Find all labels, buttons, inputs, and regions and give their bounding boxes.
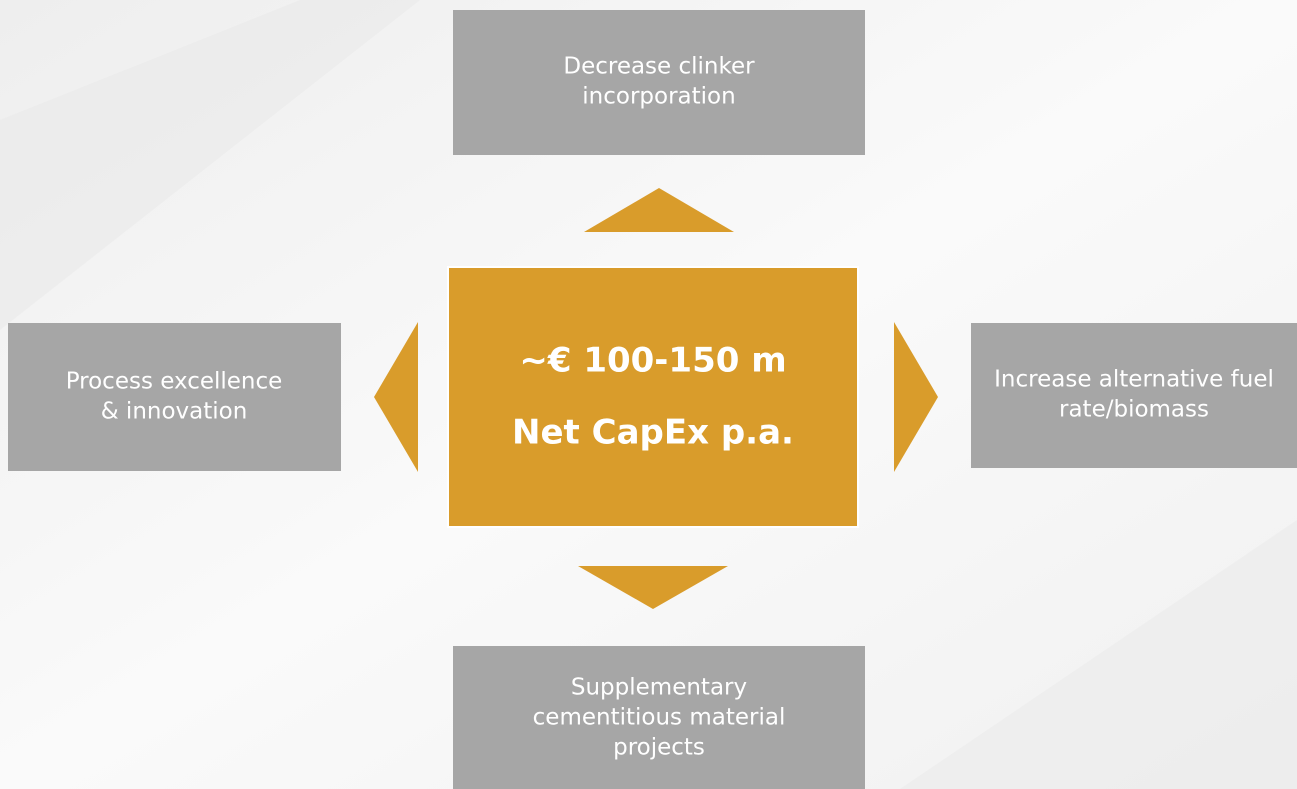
node-box <box>453 646 865 789</box>
center-label: ~€ 100-150 m <box>519 341 786 381</box>
node-label: Supplementary <box>571 675 747 701</box>
center-box <box>447 266 859 528</box>
arrow-right <box>894 322 938 472</box>
bg-shape <box>0 0 420 330</box>
node-label: rate/biomass <box>1059 397 1209 423</box>
node-label: Process excellence <box>66 369 283 395</box>
node-label: cementitious material <box>533 705 786 731</box>
node-label: projects <box>613 735 705 761</box>
node-box <box>453 10 865 155</box>
node-label: incorporation <box>582 84 735 110</box>
arrow-up <box>584 188 734 232</box>
arrow-down <box>578 566 728 609</box>
node-box <box>971 323 1297 468</box>
bg-shape <box>900 520 1297 789</box>
node-label: Increase alternative fuel <box>994 367 1274 393</box>
node-box <box>8 323 341 471</box>
node-label: & innovation <box>101 399 248 425</box>
center-label: Net CapEx p.a. <box>512 413 794 453</box>
node-label: Decrease clinker <box>563 54 755 80</box>
arrow-left <box>374 322 418 472</box>
